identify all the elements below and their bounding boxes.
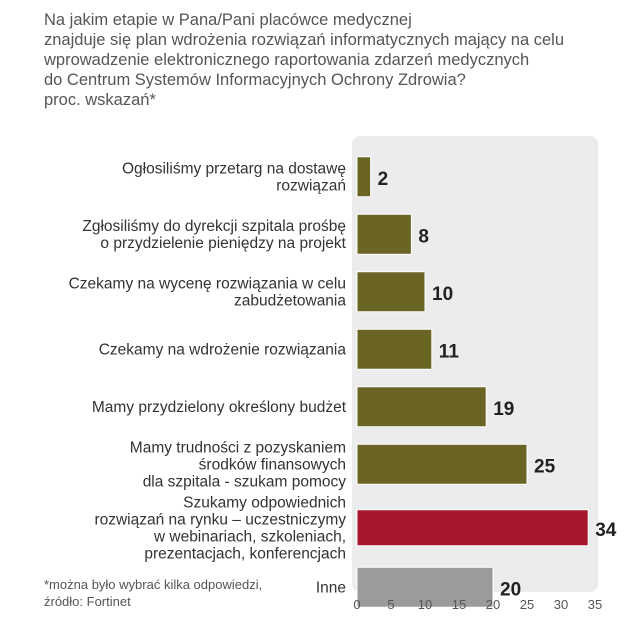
category-label: Czekamy na wdrożenie rozwiązania	[99, 341, 347, 358]
category-label: o przydzielenie pieniędzy na projekt	[100, 235, 346, 252]
value-label: 8	[418, 226, 429, 247]
category-label: Zgłosiliśmy do dyrekcji szpitala prośbę	[82, 218, 346, 235]
x-tick-label: 0	[353, 597, 360, 612]
bar	[356, 156, 372, 198]
bar	[356, 509, 589, 547]
value-label: 2	[378, 169, 389, 190]
category-label: rozwiązań	[276, 177, 346, 194]
title-line: proc. wskazań*	[44, 91, 156, 109]
bar	[356, 271, 426, 313]
category-label: Inne	[316, 579, 346, 596]
category-label: rozwiązań na rynku – uczestniczymy	[94, 511, 346, 528]
x-tick-label: 25	[520, 597, 534, 612]
title-line: Na jakim etapie w Pana/Pani placówce med…	[44, 11, 412, 29]
x-tick-label: 30	[554, 597, 568, 612]
bar	[356, 566, 494, 608]
category-label: w webinariach, szkoleniach,	[153, 528, 346, 545]
footnote-line: *można było wybrać kilka odpowiedzi,	[44, 577, 263, 592]
x-tick-label: 20	[486, 597, 500, 612]
value-label: 34	[595, 520, 617, 541]
title-line: znajduje się plan wdrożenia rozwiązań in…	[44, 31, 565, 49]
chart-title: Na jakim etapie w Pana/Pani placówce med…	[44, 10, 624, 110]
footnote: *można było wybrać kilka odpowiedzi, źró…	[44, 576, 262, 610]
category-label: Ogłosiliśmy przetarg na dostawę	[122, 160, 346, 177]
category-label: środków finansowych	[199, 456, 346, 473]
value-label: 25	[534, 456, 556, 477]
title-line: wprowadzenie elektronicznego raportowani…	[44, 51, 530, 69]
x-tick-label: 5	[387, 597, 394, 612]
category-label: Mamy przydzielony określony budżet	[92, 399, 347, 416]
value-label: 20	[500, 579, 521, 600]
value-label: 10	[432, 284, 453, 305]
x-tick-label: 15	[452, 597, 466, 612]
value-label: 19	[493, 399, 514, 420]
title-line: do Centrum Systemów Informacyjnych Ochro…	[44, 71, 466, 89]
bar	[356, 443, 528, 485]
category-label: Szukamy odpowiednich	[183, 494, 346, 511]
category-label: prezentacjach, konferencjach	[144, 545, 346, 562]
bar	[356, 328, 433, 370]
category-label: Czekamy na wycenę rozwiązania w celu	[69, 275, 346, 292]
x-tick-label: 10	[418, 597, 432, 612]
bar	[356, 386, 487, 428]
value-label: 11	[439, 341, 460, 362]
category-label: Mamy trudności z pozyskaniem	[130, 439, 346, 456]
category-label: zabudżetowania	[234, 292, 346, 309]
bar	[356, 213, 412, 255]
category-label: dla szpitala - szukam pomocy	[143, 473, 347, 490]
footnote-line: źródło: Fortinet	[44, 594, 131, 609]
x-tick-label: 35	[588, 597, 602, 612]
